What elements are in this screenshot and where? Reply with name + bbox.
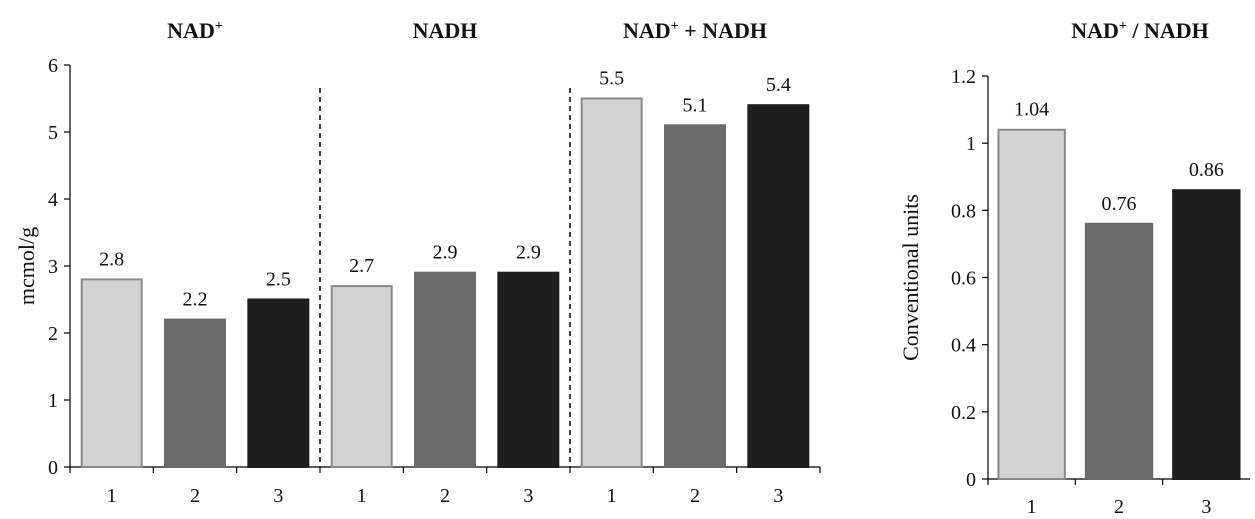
x-tick-label: 1 <box>607 485 617 507</box>
y-axis-title: Conventional units <box>898 194 923 361</box>
y-tick-label: 6 <box>48 55 58 77</box>
data-label: 5.5 <box>599 68 624 90</box>
bar <box>247 298 310 468</box>
y-tick-label: 1 <box>966 133 976 155</box>
bar <box>164 318 226 468</box>
x-tick-label: 1 <box>107 485 117 507</box>
y-tick-label: 0.8 <box>951 200 976 222</box>
title-base: NAD <box>623 18 671 43</box>
group-title: NADH <box>413 18 478 43</box>
data-label: 2.8 <box>99 248 124 270</box>
x-tick-label: 1 <box>357 485 367 507</box>
y-axis-title: mcmol/g <box>14 227 39 305</box>
x-tick-label: 1 <box>1027 496 1037 518</box>
x-tick-label: 2 <box>690 485 700 507</box>
bar <box>1172 189 1241 481</box>
x-tick-label: 2 <box>190 485 200 507</box>
title-superscript: + <box>215 19 223 34</box>
data-label: 2.5 <box>266 269 291 291</box>
y-tick-label: 0.4 <box>951 335 976 357</box>
group-title: NAD+ + NADH <box>623 18 767 43</box>
data-label: 0.86 <box>1189 159 1224 181</box>
title-base: NAD <box>167 18 215 43</box>
y-tick-label: 0.6 <box>951 268 976 290</box>
y-tick-label: 5 <box>48 122 58 144</box>
y-tick-label: 4 <box>48 189 58 211</box>
bar <box>1084 222 1154 480</box>
x-tick-label: 2 <box>1114 496 1124 518</box>
panel-title: NAD+ / NADH <box>1071 18 1209 43</box>
y-tick-label: 0 <box>48 457 58 479</box>
title-rest: + NADH <box>679 18 767 43</box>
bar <box>664 124 726 469</box>
y-tick-label: 0 <box>966 469 976 491</box>
data-label: 2.7 <box>349 255 374 277</box>
bar <box>414 271 476 469</box>
y-tick-label: 0.2 <box>951 402 976 424</box>
data-label: 2.9 <box>433 242 458 264</box>
data-label: 0.76 <box>1102 193 1137 215</box>
data-label: 5.4 <box>766 74 791 96</box>
data-label: 1.04 <box>1014 99 1049 121</box>
x-tick-label: 3 <box>773 485 783 507</box>
title-superscript: + <box>671 19 679 34</box>
x-tick-label: 2 <box>440 485 450 507</box>
data-label: 2.2 <box>183 289 208 311</box>
y-tick-label: 1.2 <box>951 66 976 88</box>
group-title: NAD+ <box>167 18 223 43</box>
bar <box>330 285 393 468</box>
title-base: NADH <box>413 18 478 43</box>
x-tick-label: 3 <box>273 485 283 507</box>
title-base: NAD <box>1071 18 1119 43</box>
title-rest: / NADH <box>1127 18 1209 43</box>
y-tick-label: 3 <box>48 256 58 278</box>
bar <box>80 278 143 468</box>
bar <box>580 97 643 468</box>
bar <box>747 104 810 468</box>
x-tick-label: 3 <box>523 485 533 507</box>
bar <box>997 128 1066 480</box>
y-tick-label: 1 <box>48 390 58 412</box>
y-tick-label: 2 <box>48 323 58 345</box>
title-superscript: + <box>1119 19 1127 34</box>
data-label: 5.1 <box>683 94 708 116</box>
x-tick-label: 3 <box>1201 496 1211 518</box>
bar <box>497 271 560 469</box>
data-label: 2.9 <box>516 242 541 264</box>
